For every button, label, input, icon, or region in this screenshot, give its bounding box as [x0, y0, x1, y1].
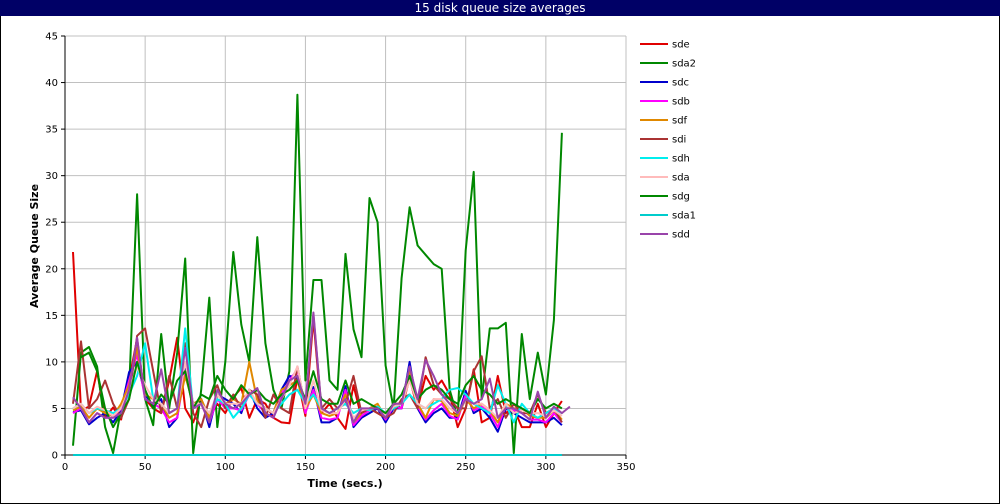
legend-label-sdh: sdh	[672, 154, 690, 165]
legend-label-sdf: sdf	[672, 116, 688, 127]
x-axis-label: Time (secs.)	[307, 477, 382, 490]
legend-label-sdb: sdb	[672, 97, 690, 108]
x-tick-label: 50	[139, 462, 152, 473]
legend-label-sdd: sdd	[672, 230, 690, 241]
legend-label-sdg: sdg	[672, 192, 690, 203]
x-tick-label: 250	[456, 462, 475, 473]
series-lines	[72, 93, 571, 456]
legend-label-sde: sde	[672, 40, 690, 51]
y-tick-label: 40	[45, 78, 58, 89]
legend-label-sdc: sdc	[672, 78, 689, 89]
chart-title: 15 disk queue size averages	[0, 0, 1000, 16]
y-axis-label: Average Queue Size	[28, 184, 41, 308]
y-tick-label: 10	[45, 357, 58, 368]
legend-label-sda1: sda1	[672, 211, 696, 222]
y-tick-label: 25	[45, 218, 58, 229]
x-tick-label: 150	[296, 462, 315, 473]
x-tick-label: 0	[62, 462, 68, 473]
legend-label-sdi: sdi	[672, 135, 686, 146]
y-tick-label: 5	[52, 404, 58, 415]
y-tick-label: 0	[52, 451, 58, 462]
y-tick-label: 45	[45, 32, 58, 43]
y-tick-label: 20	[45, 264, 58, 275]
series-line-sdd	[72, 311, 571, 424]
y-tick-label: 35	[45, 125, 58, 136]
x-tick-label: 350	[616, 462, 635, 473]
x-tick-label: 200	[376, 462, 395, 473]
legend-label-sda: sda	[672, 173, 690, 184]
x-tick-label: 100	[216, 462, 235, 473]
series-line-sda2	[72, 93, 563, 455]
legend: sde sda2 sdc sdb sdf sdi sdh sda sdg sda1 sdd	[640, 40, 696, 241]
x-tick-label: 300	[536, 462, 555, 473]
y-tick-label: 15	[45, 311, 58, 322]
legend-label-sda2: sda2	[672, 59, 696, 70]
y-tick-label: 30	[45, 171, 58, 182]
